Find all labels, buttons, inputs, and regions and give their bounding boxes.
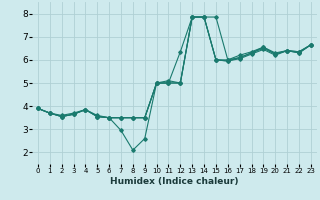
X-axis label: Humidex (Indice chaleur): Humidex (Indice chaleur) bbox=[110, 177, 239, 186]
